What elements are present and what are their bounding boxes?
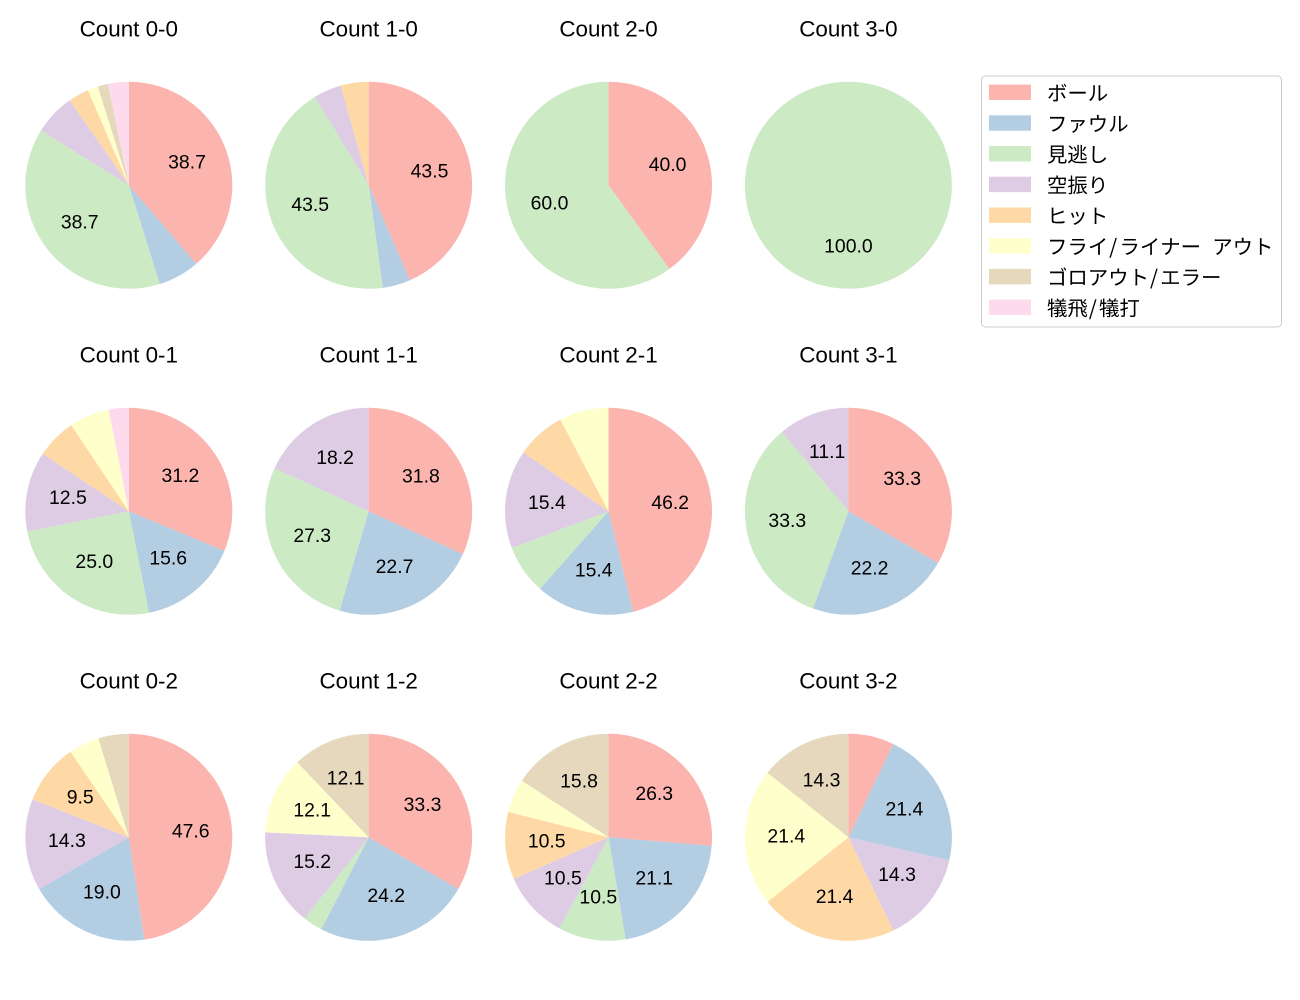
svg-text:22.7: 22.7 [376,556,414,578]
svg-text:43.5: 43.5 [291,194,329,216]
svg-text:Count 3-2: Count 3-2 [799,669,897,694]
svg-text:Count 1-0: Count 1-0 [320,17,418,42]
svg-text:15.6: 15.6 [149,547,187,569]
svg-text:10.5: 10.5 [528,830,566,852]
svg-text:31.8: 31.8 [402,466,440,488]
svg-text:Count 0-1: Count 0-1 [80,343,178,368]
svg-text:21.1: 21.1 [635,867,673,889]
svg-text:Count 0-0: Count 0-0 [80,17,178,42]
svg-text:11.1: 11.1 [809,441,845,463]
svg-text:12.1: 12.1 [293,800,331,822]
svg-text:Count 1-1: Count 1-1 [320,343,418,368]
svg-text:Count 2-2: Count 2-2 [559,669,657,694]
svg-text:19.0: 19.0 [83,881,121,903]
svg-text:12.5: 12.5 [49,487,87,509]
svg-text:25.0: 25.0 [75,551,113,573]
svg-text:24.2: 24.2 [367,885,405,907]
svg-text:46.2: 46.2 [651,492,689,514]
svg-text:Count 3-1: Count 3-1 [799,343,897,368]
svg-text:Count 2-1: Count 2-1 [559,343,657,368]
svg-text:9.5: 9.5 [67,787,94,809]
svg-text:Count 0-2: Count 0-2 [80,669,178,694]
svg-text:14.3: 14.3 [878,864,916,886]
svg-text:33.3: 33.3 [768,510,806,532]
svg-text:43.5: 43.5 [411,161,449,183]
svg-text:21.4: 21.4 [767,825,805,847]
svg-text:15.8: 15.8 [560,771,598,793]
svg-text:21.4: 21.4 [816,886,854,908]
svg-text:38.7: 38.7 [61,211,99,233]
svg-text:15.4: 15.4 [528,492,566,514]
svg-text:27.3: 27.3 [293,525,331,547]
svg-text:38.7: 38.7 [168,152,206,174]
svg-text:14.3: 14.3 [48,830,86,852]
svg-text:100.0: 100.0 [824,235,873,257]
svg-text:40.0: 40.0 [649,154,687,176]
svg-text:15.2: 15.2 [293,851,331,873]
svg-text:33.3: 33.3 [404,794,442,816]
svg-text:18.2: 18.2 [316,447,354,469]
svg-text:31.2: 31.2 [162,465,200,487]
svg-text:33.3: 33.3 [883,468,921,490]
svg-text:10.5: 10.5 [579,887,617,909]
svg-text:15.4: 15.4 [575,560,613,582]
svg-text:60.0: 60.0 [531,193,569,215]
svg-text:14.3: 14.3 [803,769,841,791]
svg-text:Count 2-0: Count 2-0 [559,17,657,42]
svg-text:10.5: 10.5 [544,867,582,889]
svg-text:12.1: 12.1 [327,768,365,790]
svg-text:Count 3-0: Count 3-0 [799,17,897,42]
svg-text:26.3: 26.3 [635,783,673,805]
svg-text:47.6: 47.6 [172,821,210,843]
svg-text:Count 1-2: Count 1-2 [320,669,418,694]
svg-text:21.4: 21.4 [886,798,924,820]
svg-text:22.2: 22.2 [851,558,889,580]
